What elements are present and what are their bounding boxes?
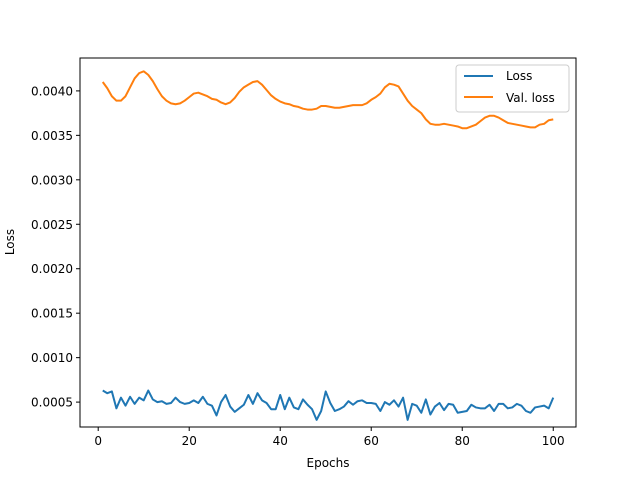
x-tick-label: 20 [182,434,197,448]
x-axis-label: Epochs [307,456,350,470]
y-axis-label: Loss [3,229,17,255]
x-tick-label: 60 [364,434,379,448]
y-tick-label: 0.0005 [31,396,73,410]
legend-label-loss: Loss [506,69,532,83]
y-tick-label: 0.0015 [31,307,73,321]
axes-frame [79,57,577,428]
y-tick-label: 0.0030 [31,173,73,187]
x-tick-label: 100 [542,434,565,448]
x-tick-label: 40 [273,434,288,448]
y-axis-ticks: 0.0005 0.0010 0.0015 0.0020 0.0025 0.0030 0.00… [31,84,80,410]
y-tick-label: 0.0040 [31,84,73,98]
y-tick-label: 0.0020 [31,262,73,276]
legend: Loss Val. loss [455,64,570,113]
series-line-loss [102,389,555,421]
plot-area [79,57,577,428]
y-tick-label: 0.0010 [31,351,73,365]
x-tick-label: 0 [94,434,102,448]
legend-label-val-loss: Val. loss [506,91,555,105]
y-tick-label: 0.0035 [31,129,73,143]
x-tick-label: 80 [455,434,470,448]
series-layer [101,70,555,421]
y-tick-label: 0.0025 [31,218,73,232]
x-axis-ticks: 0 20 40 60 80 100 [94,427,565,448]
series-line-val-loss [101,70,554,130]
